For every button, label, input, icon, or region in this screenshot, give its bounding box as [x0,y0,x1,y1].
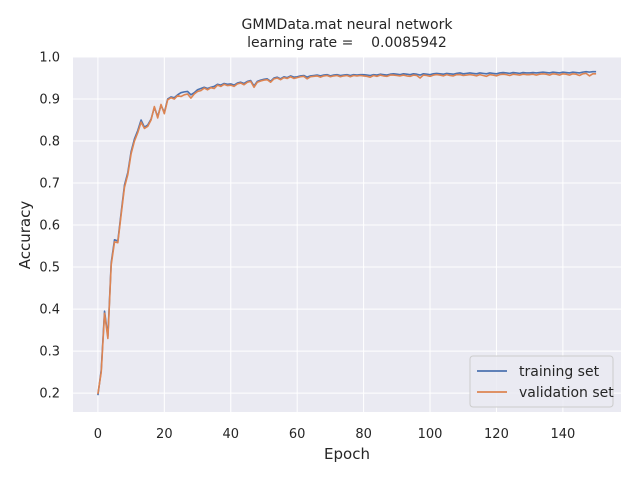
y-tick-label: 0.8 [39,135,60,150]
series-line-validation-set [97,72,597,395]
legend-label: training set [519,364,600,380]
x-tick-label: 40 [222,427,239,442]
tick-labels: 0 20 40 60 80 100 120 140 0.2 0.3 0.4 0.5 0.6 0.7 0.8 0… [39,51,575,443]
series-line-training-set [97,70,597,396]
y-tick-label: 0.3 [39,345,60,360]
x-tick-label: 0 [94,427,102,442]
series-lines [97,70,597,396]
x-tick-label: 100 [418,427,443,442]
x-tick-label: 20 [156,427,173,442]
y-tick-label: 0.4 [39,303,60,318]
chart-subtitle: learning rate = 0.0085942 [247,35,447,51]
legend-box [469,355,614,408]
x-tick-label: 140 [550,427,575,442]
legend-label: validation set [519,385,614,401]
x-axis-label: Epoch [324,445,370,463]
y-tick-label: 0.5 [39,261,60,276]
x-tick-label: 60 [289,427,306,442]
y-tick-label: 0.2 [39,387,60,402]
x-tick-label: 80 [355,427,372,442]
grid [73,56,621,412]
x-tick-label: 120 [484,427,509,442]
y-tick-label: 0.7 [39,177,60,192]
y-tick-label: 0.6 [39,219,60,234]
chart-title: GMMData.mat neural network [242,17,454,33]
y-axis-label: Accuracy [16,201,34,270]
y-tick-label: 1.0 [39,51,60,66]
y-tick-label: 0.9 [39,93,60,108]
legend: training set validation set [469,355,614,408]
